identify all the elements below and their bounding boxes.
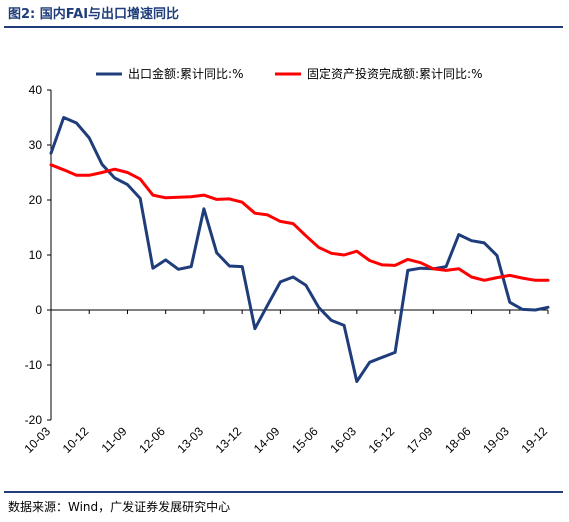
y-tick-label: 40 xyxy=(29,83,43,97)
figure-title: 图2: 国内FAI与出口增速同比 xyxy=(8,7,180,22)
y-tick-label: 0 xyxy=(35,303,42,317)
legend-label-2: 固定资产投资完成额:累计同比:% xyxy=(307,66,483,81)
y-tick-label: 20 xyxy=(29,193,43,207)
x-tick-label: 12-06 xyxy=(136,424,168,456)
series-line-1 xyxy=(49,116,550,383)
bottom-rule xyxy=(4,491,563,493)
legend-label-1: 出口金额:累计同比:% xyxy=(128,66,244,81)
x-tick-label: 16-03 xyxy=(327,424,359,456)
x-tick-label: 11-09 xyxy=(99,424,130,455)
series-line-2 xyxy=(49,163,550,282)
y-tick-label: 10 xyxy=(29,248,43,262)
x-tick-label: 15-06 xyxy=(289,424,321,456)
x-tick-label: 17-09 xyxy=(404,424,436,456)
x-tick-label: 14-09 xyxy=(251,424,283,456)
x-tick-label: 16-12 xyxy=(366,424,398,456)
x-tick-label: 13-12 xyxy=(213,424,245,456)
y-tick-label: -10 xyxy=(25,358,43,372)
y-tick-label: -20 xyxy=(25,413,43,427)
title-rule xyxy=(4,26,563,28)
x-tick-label: 10-03 xyxy=(22,424,54,456)
x-tick-label: 10-12 xyxy=(60,424,92,456)
x-tick-label: 19-03 xyxy=(480,424,512,456)
source-note: 数据来源：Wind，广发证券发展研究中心 xyxy=(8,500,231,514)
x-tick-label: 19-12 xyxy=(519,424,551,456)
x-tick-label: 13-03 xyxy=(174,424,206,456)
y-tick-label: 30 xyxy=(29,138,43,152)
x-tick-label: 18-06 xyxy=(442,424,474,456)
